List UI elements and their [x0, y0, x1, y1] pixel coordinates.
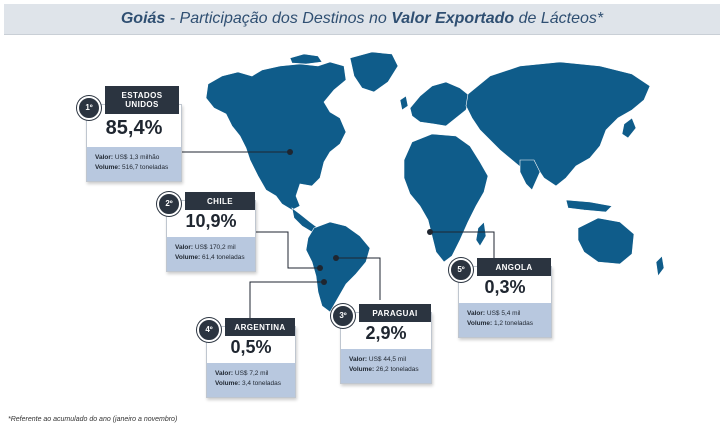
australia-shape: [577, 217, 635, 265]
card-country-label: CHILE: [185, 192, 255, 210]
card-info: Valor: US$ 1,3 milhão Volume: 516,7 tone…: [87, 147, 181, 181]
volume-line: Volume: 516,7 toneladas: [95, 163, 173, 173]
volume-label: Volume:: [175, 254, 201, 261]
card-info: Valor: US$ 7,2 mil Volume: 3,4 toneladas: [207, 363, 295, 397]
volume-value: 3,4 toneladas: [241, 380, 282, 387]
greenland-shape: [349, 51, 399, 93]
title-mid: Participação dos Destinos no: [179, 10, 392, 27]
valor-value: US$ 7,2 mil: [234, 370, 269, 377]
volume-line: Volume: 61,4 toneladas: [175, 253, 247, 263]
valor-label: Valor:: [349, 356, 368, 363]
card-angola: ANGOLA 5º 0,3% Valor: US$ 5,4 mil Volume…: [449, 258, 552, 338]
rank-badge: 3º: [331, 304, 355, 328]
volume-line: Volume: 3,4 toneladas: [215, 379, 287, 389]
valor-label: Valor:: [175, 244, 194, 251]
volume-value: 516,7 toneladas: [121, 164, 169, 171]
valor-line: Valor: US$ 170,2 mil: [175, 243, 247, 253]
marker-usa: [287, 149, 293, 155]
indonesia-shape: [565, 199, 613, 213]
valor-line: Valor: US$ 44,5 mil: [349, 355, 423, 365]
japan-shape: [621, 117, 637, 139]
title-bold: Valor Exportado: [391, 10, 515, 27]
rank-badge: 2º: [157, 192, 181, 216]
volume-label: Volume:: [95, 164, 121, 171]
volume-label: Volume:: [215, 380, 241, 387]
leader-line-paraguay: [336, 257, 381, 300]
rank-badge: 5º: [449, 258, 473, 282]
card-chile: CHILE 2º 10,9% Valor: US$ 170,2 mil Volu…: [157, 192, 256, 272]
valor-value: US$ 1,3 milhão: [114, 154, 160, 161]
card-info: Valor: US$ 170,2 mil Volume: 61,4 tonela…: [167, 237, 255, 271]
south-america-shape: [305, 221, 371, 313]
card-country-label: PARAGUAI: [359, 304, 431, 322]
volume-label: Volume:: [349, 366, 375, 373]
valor-value: US$ 5,4 mil: [486, 310, 521, 317]
india-shape: [519, 159, 541, 191]
uk-shape: [399, 95, 409, 111]
leader-line-argentina: [249, 281, 324, 318]
asia-shape: [465, 61, 651, 187]
share-percent: 2,9%: [365, 323, 407, 343]
card-info: Valor: US$ 5,4 mil Volume: 1,2 toneladas: [459, 303, 551, 337]
leader-line-chile: [254, 231, 320, 269]
valor-value: US$ 170,2 mil: [194, 244, 236, 251]
marker-chile: [317, 265, 323, 271]
card-estados-unidos: ESTADOS UNIDOS 1º 85,4% Valor: US$ 1,3 m…: [77, 86, 182, 182]
share-percent: 10,9%: [185, 211, 237, 231]
marker-paraguay: [333, 255, 339, 261]
volume-line: Volume: 26,2 toneladas: [349, 365, 423, 375]
card-info: Valor: US$ 44,5 mil Volume: 26,2 tonelad…: [341, 349, 431, 383]
card-country-label: ANGOLA: [477, 258, 551, 276]
africa-shape: [403, 133, 489, 263]
rank-badge: 4º: [197, 318, 221, 342]
valor-value: US$ 44,5 mil: [368, 356, 407, 363]
new-zealand-shape: [655, 255, 665, 277]
volume-line: Volume: 1,2 toneladas: [467, 319, 543, 329]
europe-shape: [409, 81, 471, 127]
valor-line: Valor: US$ 7,2 mil: [215, 369, 287, 379]
page-title: Goiás - Participação dos Destinos no Val…: [4, 4, 720, 35]
footnote: *Referente ao acumulado do ano (janeiro …: [8, 416, 178, 423]
valor-label: Valor:: [215, 370, 234, 377]
volume-value: 1,2 toneladas: [493, 320, 534, 327]
card-paraguai: PARAGUAI 3º 2,9% Valor: US$ 44,5 mil Vol…: [331, 304, 432, 384]
share-percent: 85,4%: [105, 117, 163, 139]
card-country-label: ESTADOS UNIDOS: [105, 86, 179, 114]
title-dash: -: [165, 10, 180, 27]
card-argentina: ARGENTINA 4º 0,5% Valor: US$ 7,2 mil Vol…: [197, 318, 296, 398]
share-percent: 0,5%: [230, 337, 272, 357]
volume-label: Volume:: [467, 320, 493, 327]
volume-value: 61,4 toneladas: [201, 254, 245, 261]
marker-argentina: [321, 279, 327, 285]
rank-badge: 1º: [77, 96, 101, 120]
madagascar-shape: [475, 221, 487, 247]
valor-label: Valor:: [467, 310, 486, 317]
leader-line-angola: [430, 231, 495, 258]
valor-label: Valor:: [95, 154, 114, 161]
volume-value: 26,2 toneladas: [375, 366, 419, 373]
card-country-label: ARGENTINA: [225, 318, 295, 336]
title-suffix: de Lácteos*: [514, 10, 604, 27]
north-america-shape: [205, 61, 347, 211]
title-state: Goiás: [120, 10, 166, 27]
share-percent: 0,3%: [484, 277, 526, 297]
marker-angola: [427, 229, 433, 235]
arctic-islands-shape: [289, 53, 323, 65]
valor-line: Valor: US$ 5,4 mil: [467, 309, 543, 319]
valor-line: Valor: US$ 1,3 milhão: [95, 153, 173, 163]
